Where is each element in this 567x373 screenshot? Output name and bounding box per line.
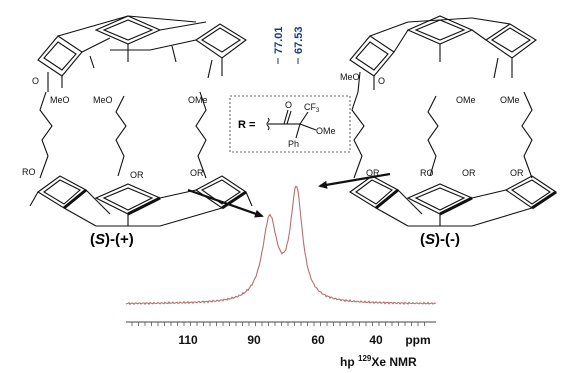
arrow-right-to-spectrum [318,172,391,189]
right-label-ome-1: OMe [456,95,476,105]
right-top-bowl [349,15,537,93]
right-label-o: O [378,76,385,86]
right-substituent-labels: MeO O OMe OMe OR RO OR OR [340,72,524,178]
left-label-ome-1: MeO [50,95,70,105]
right-label-or-2: OR [462,168,476,178]
r-group-ph: Ph [288,139,299,149]
right-molecule-name: (S)-(-) [420,231,460,248]
left-label-ome-3: OMe [188,95,208,105]
right-linkers [351,91,533,179]
spectrum-minor-ticks [131,322,425,326]
left-top-bowl [37,15,247,92]
right-label-meo-1: MeO [340,72,360,82]
left-linkers [39,91,207,179]
left-molecule-name: (S)-(+) [90,231,134,248]
nmr-spectrum: 110 90 60 40 ppm hp 129Xe NMR [125,185,437,369]
peak-value-labels: 77.01 67.53 [273,26,305,64]
arrow-left-to-spectrum [187,188,264,218]
axis-tick-label-90: 90 [247,333,261,347]
r-group-wavy-bond [266,117,270,131]
right-label-ome-2: OMe [500,95,520,105]
r-group-cf3: CF3 [304,102,320,114]
axis-tick-label-110: 110 [178,333,198,347]
right-label-ro-1: RO [420,168,434,178]
r-group-carbonyl-o: O [285,100,292,110]
r-group-bonds [268,109,317,139]
left-label-or-1: OR [130,170,144,180]
left-label-ro-1: RO [22,167,36,177]
right-cryptophane-structure [349,15,557,227]
r-group-box [229,95,351,153]
left-label-o: O [32,76,39,86]
axis-tick-label-60: 60 [311,333,325,347]
right-bottom-bowl [349,175,557,227]
r-group-ome: OMe [316,126,336,136]
left-label-ome-2: MeO [93,95,113,105]
peak-label-77: 77.01 [273,26,285,54]
peak-label-67: 67.53 [293,26,305,54]
spectrum-trace [125,185,437,306]
right-label-or-1: OR [366,168,380,178]
r-group-definition: R = O CF3 OMe Ph [229,95,351,153]
left-cryptophane-structure [29,15,253,227]
left-substituent-labels: O MeO MeO OMe RO OR OR [22,76,208,180]
left-label-or-2: OR [190,168,204,178]
spectrum-title: hp 129Xe NMR [340,354,417,369]
r-group-label: R = [238,119,255,131]
right-label-or-3: OR [510,168,524,178]
axis-unit-label: ppm [405,333,430,347]
axis-tick-label-40: 40 [369,333,383,347]
